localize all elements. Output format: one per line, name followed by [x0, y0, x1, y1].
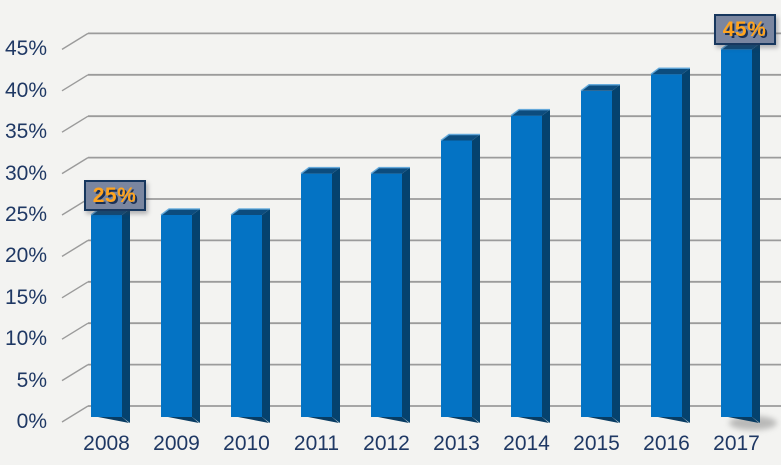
bar-front-face [721, 49, 752, 418]
gridline-connector [61, 239, 89, 257]
bar-side-face [472, 134, 480, 424]
bar-2011[interactable] [300, 166, 340, 423]
bar-2017[interactable] [720, 42, 777, 430]
bar-top-highlight [160, 208, 200, 216]
bar-side-face [752, 43, 760, 424]
bar-front-face [301, 173, 332, 417]
bar-side-face [402, 167, 410, 423]
bar-2016[interactable] [650, 67, 690, 424]
bar-2013[interactable] [440, 133, 480, 424]
bar-side-face [682, 68, 690, 424]
bar-2015[interactable] [580, 84, 620, 424]
bar-2012[interactable] [370, 166, 410, 423]
bar-front-face [581, 90, 612, 418]
y-tick-35%: 35% [4, 120, 47, 144]
data-label-2017-text: 45% [722, 17, 767, 41]
x-tick-2009: 2009 [153, 432, 200, 455]
bar-base-shadow [518, 417, 549, 423]
gridline-connector [61, 74, 89, 92]
y-tick-25%: 25% [4, 203, 47, 226]
x-tick-2014: 2014 [503, 432, 550, 455]
gridline-connector [61, 364, 89, 382]
data-label-2017[interactable]: 45% [713, 14, 776, 46]
bar-base-shadow [98, 417, 129, 423]
bar-top-face [371, 167, 410, 174]
bar-side-face [262, 209, 270, 423]
bar-side-face [542, 109, 550, 423]
bar-top-face [581, 84, 620, 91]
bar-2009[interactable] [160, 208, 200, 423]
x-tick-2017: 2017 [713, 432, 760, 455]
gridline-connector [61, 281, 89, 299]
bar-front-face [511, 115, 542, 417]
bar-top-highlight [650, 67, 690, 75]
bar-top-highlight [300, 166, 340, 175]
bar-side-face [332, 167, 340, 423]
bar-2008[interactable] [90, 208, 130, 423]
y-tick-20%: 20% [4, 244, 47, 268]
bar-base-shadow [378, 417, 409, 423]
data-label-2008[interactable]: 25% [83, 180, 146, 211]
gridline-connector [61, 115, 89, 133]
bar-front-face [441, 140, 472, 418]
bar-side-face [192, 209, 200, 423]
bar-front-face [651, 74, 682, 418]
bar-2010[interactable] [230, 208, 270, 423]
bar-2014[interactable] [510, 108, 550, 423]
bar-top-face [511, 109, 550, 116]
bar-side-face [612, 84, 620, 424]
bar-top-face [301, 167, 340, 174]
y-tick-30%: 30% [4, 161, 47, 185]
bar-top-highlight [440, 133, 480, 142]
y-tick-0%: 0% [16, 410, 47, 433]
gridline-connector [61, 32, 89, 50]
y-tick-5%: 5% [16, 368, 47, 392]
gridline-connector [61, 157, 89, 175]
bar-front-face [161, 215, 192, 417]
bar-base-shadow [588, 417, 619, 423]
bar-base-shadow [728, 417, 759, 423]
x-tick-2011: 2011 [293, 432, 340, 455]
bar-top-highlight [510, 108, 550, 117]
x-tick-2012: 2012 [363, 432, 410, 455]
bar-top-highlight [580, 84, 620, 92]
gridline-connector [61, 405, 89, 423]
bar-front-face [231, 215, 262, 417]
x-tick-2015: 2015 [573, 432, 620, 455]
bar-top-face [161, 209, 200, 215]
bar-base-shadow [308, 417, 339, 423]
bar-side-face [122, 209, 130, 423]
y-tick-15%: 15% [4, 285, 47, 309]
bar-top-face [441, 134, 480, 141]
bar-top-face [651, 68, 690, 75]
bar-front-face [371, 173, 402, 417]
bar-front-face [91, 215, 122, 417]
x-tick-2008: 2008 [83, 432, 130, 455]
bar-base-shadow [448, 417, 479, 423]
data-label-2008-text: 25% [92, 183, 137, 207]
gridline-connector [61, 322, 89, 340]
x-tick-2016: 2016 [643, 432, 690, 455]
bar-top-highlight [230, 208, 270, 216]
bar-base-shadow [238, 417, 269, 423]
bar-top-face [231, 209, 270, 215]
y-tick-10%: 10% [4, 327, 47, 351]
bar-base-shadow [168, 417, 199, 423]
y-tick-45%: 45% [4, 37, 47, 61]
y-tick-40%: 40% [4, 78, 47, 102]
bar-base-shadow [658, 417, 689, 423]
bar-top-highlight [370, 166, 410, 175]
x-tick-2010: 2010 [223, 432, 270, 455]
x-tick-2013: 2013 [433, 432, 480, 455]
